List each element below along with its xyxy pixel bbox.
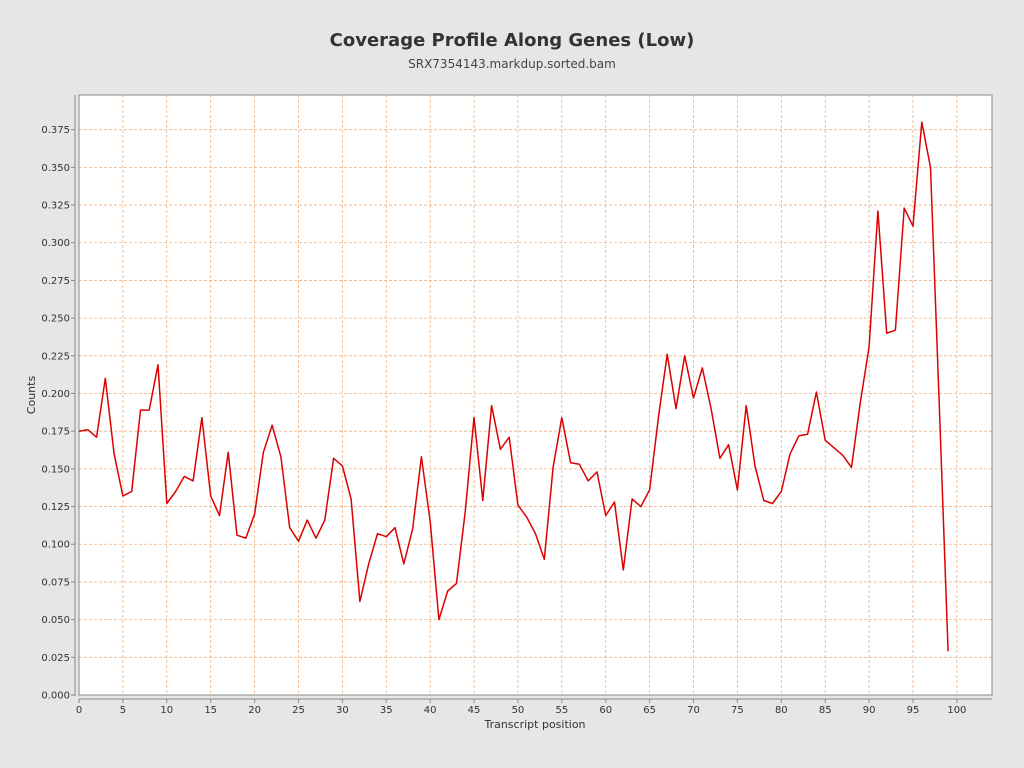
x-axis-ticks: 0 5 10 15 20 25 30 35 40 45 50 55 60 65 70 75 80 85 90 95 10… [76,699,966,716]
y-tick-label: 0.150 [41,464,70,475]
grid-lines [78,95,992,696]
x-tick-label: 60 [599,705,612,716]
x-tick-label: 85 [819,705,832,716]
x-tick-label: 70 [687,705,700,716]
x-tick-label: 55 [555,705,568,716]
y-tick-label: 0.100 [41,540,70,551]
y-tick-label: 0.000 [41,691,70,702]
x-tick-label: 0 [76,705,82,716]
x-tick-label: 65 [643,705,656,716]
y-tick-label: 0.075 [41,577,70,588]
y-tick-label: 0.350 [41,163,70,174]
x-tick-label: 50 [512,705,525,716]
x-tick-label: 35 [380,705,393,716]
x-axis-label: Transcript position [483,718,585,731]
x-tick-label: 45 [468,705,481,716]
y-tick-label: 0.050 [41,615,70,626]
y-tick-label: 0.225 [41,351,70,362]
x-tick-label: 30 [336,705,349,716]
y-tick-label: 0.125 [41,502,70,513]
plot-frame [78,94,993,696]
y-axis-ticks: 0.000 0.025 0.050 0.075 0.100 0.125 0.150 0.175… [41,125,75,702]
chart-subtitle: SRX7354143.markdup.sorted.bam [408,57,616,71]
x-tick-label: 40 [424,705,437,716]
x-tick-label: 80 [775,705,788,716]
y-tick-label: 0.200 [41,389,70,400]
y-tick-label: 0.175 [41,427,70,438]
y-tick-label: 0.300 [41,238,70,249]
x-tick-label: 15 [204,705,217,716]
x-tick-label: 5 [120,705,126,716]
x-tick-label: 20 [248,705,261,716]
x-tick-label: 95 [907,705,920,716]
plot-background [79,95,992,695]
x-tick-label: 100 [947,705,966,716]
y-axis-label: Counts [25,376,38,415]
y-tick-label: 0.025 [41,653,70,664]
x-tick-label: 90 [863,705,876,716]
chart-title: Coverage Profile Along Genes (Low) [329,30,695,51]
y-tick-label: 0.375 [41,125,70,136]
x-tick-label: 75 [731,705,744,716]
x-tick-label: 25 [292,705,305,716]
x-tick-label: 10 [160,705,173,716]
y-tick-label: 0.250 [41,314,70,325]
y-tick-label: 0.275 [41,276,70,287]
y-tick-label: 0.325 [41,201,70,212]
series-line [78,121,949,652]
